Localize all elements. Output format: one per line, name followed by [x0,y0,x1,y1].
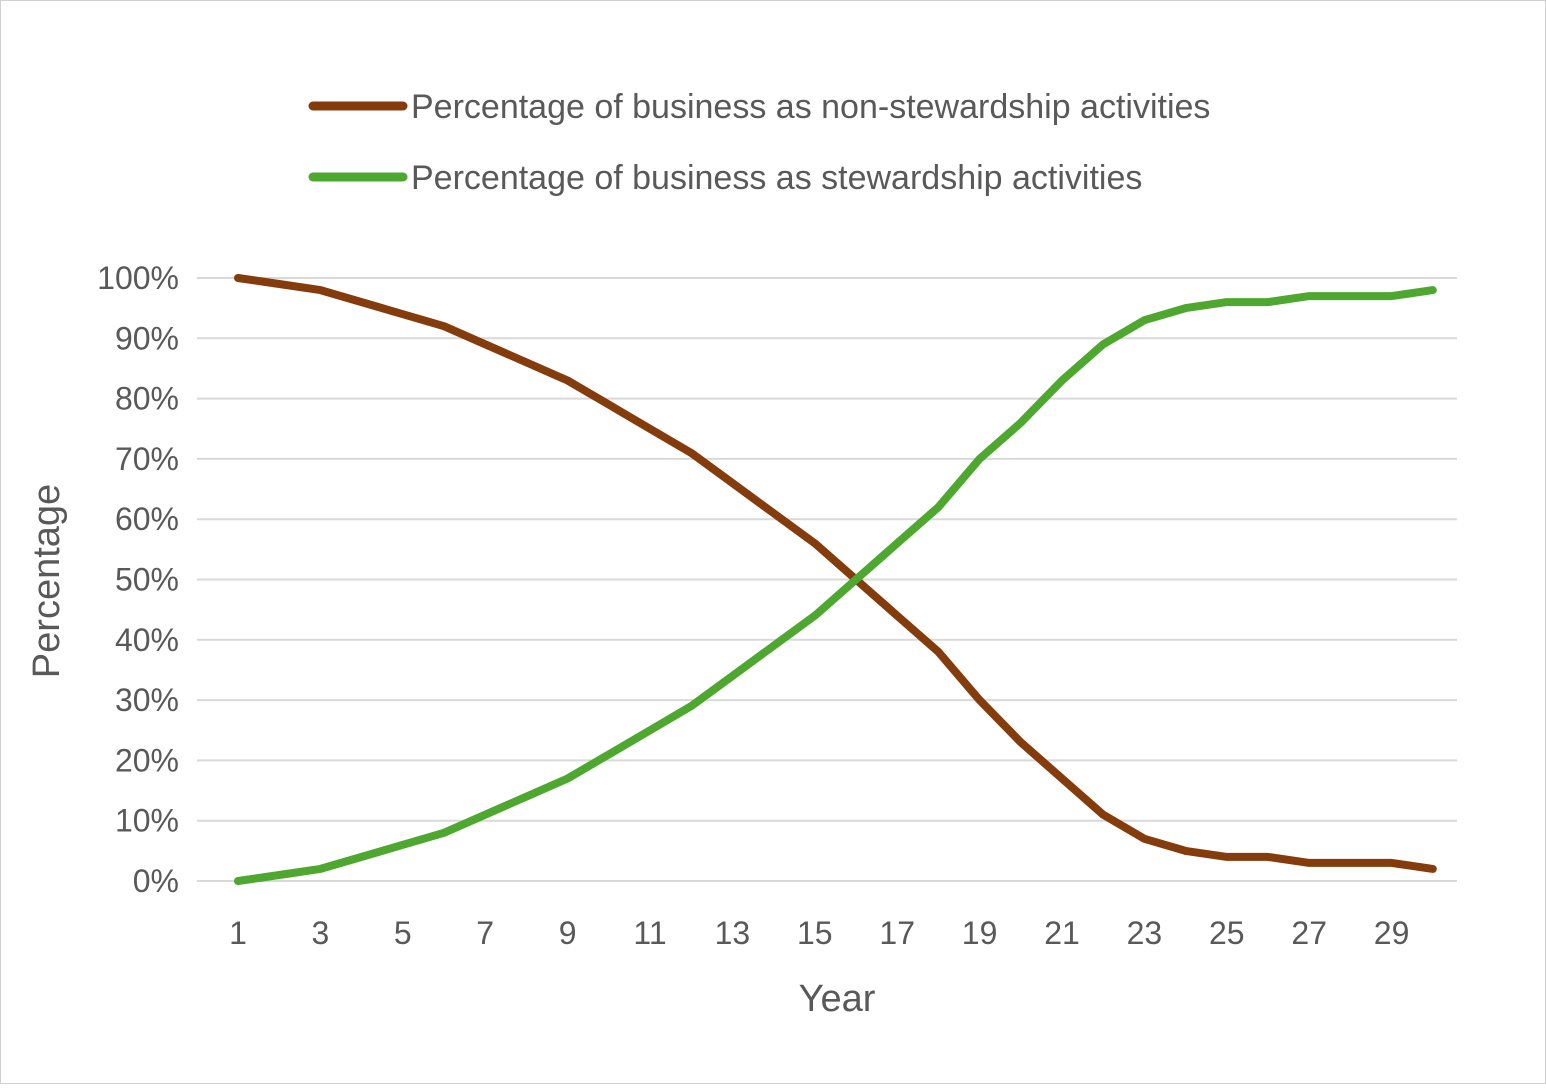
y-tick-label: 90% [115,320,179,356]
x-tick-label: 3 [312,915,330,951]
x-axis-tick-labels: 1 3 5 7 9 11 13 15 17 19 21 23 25 27 29 [229,915,1409,951]
x-tick-label: 15 [797,915,833,951]
y-axis-title: Percentage [26,484,68,678]
y-tick-label: 100% [97,260,179,296]
x-tick-label: 19 [962,915,998,951]
y-tick-label: 40% [115,622,179,658]
x-tick-label: 5 [394,915,412,951]
legend: Percentage of business as non-stewardshi… [308,88,1210,197]
y-tick-label: 80% [115,381,179,417]
x-tick-label: 7 [476,915,494,951]
x-tick-label: 17 [879,915,915,951]
series-lines [234,274,1437,885]
x-tick-label: 1 [229,915,247,951]
y-tick-label: 60% [115,501,179,537]
y-tick-label: 10% [115,803,179,839]
series-line-2 [234,286,1437,885]
legend-label-1: Percentage of business as non-stewardshi… [411,88,1210,126]
legend-label-2: Percentage of business as stewardship ac… [411,159,1142,197]
x-tick-label: 13 [715,915,751,951]
y-axis-tick-labels: 0% 10% 20% 30% 40% 50% 60% 70% 80% 90% 100% [97,260,179,899]
x-tick-label: 11 [633,915,666,951]
x-axis-title: Year [799,978,876,1020]
x-tick-label: 21 [1044,915,1080,951]
gridlines [197,277,1457,882]
x-tick-label: 23 [1127,915,1163,951]
y-tick-label: 70% [115,441,179,477]
y-tick-label: 0% [133,863,179,899]
y-tick-label: 30% [115,682,179,718]
y-tick-label: 50% [115,562,179,598]
y-tick-label: 20% [115,742,179,778]
x-tick-label: 9 [559,915,577,951]
series-line-1 [234,274,1437,873]
x-tick-label: 27 [1291,915,1327,951]
x-tick-label: 29 [1374,915,1410,951]
x-tick-label: 25 [1209,915,1245,951]
